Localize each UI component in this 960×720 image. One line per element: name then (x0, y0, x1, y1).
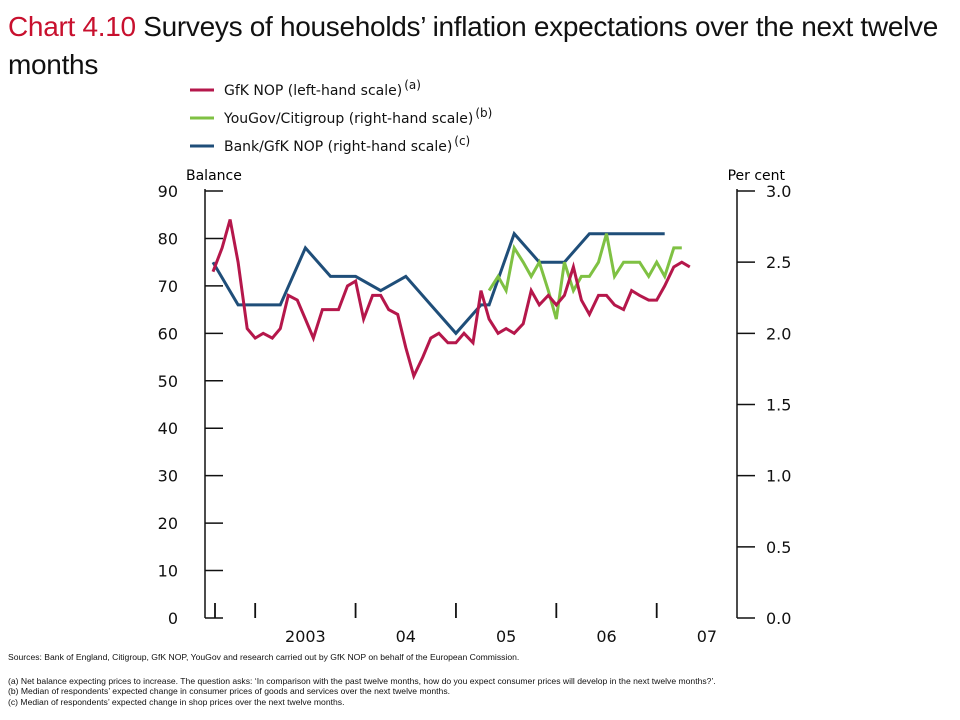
left-tick-label: 60 (158, 324, 178, 343)
line-chart: GfK NOP (left-hand scale) (a) YouGov/Citig… (158, 78, 792, 646)
legend-note: (a) (404, 78, 421, 92)
x-tick-label: 04 (396, 627, 416, 646)
right-tick-label: 2.0 (766, 324, 791, 343)
footnote-a: (a) Net balance expecting prices to incr… (8, 675, 716, 686)
left-tick-label: 20 (158, 514, 178, 533)
x-tick-label: 2003 (285, 627, 326, 646)
x-tick-label: 05 (496, 627, 516, 646)
axes: 0 10 20 30 40 50 60 70 80 90 0.0 0.5 1.0 1.5 2.0 2.5 3.0… (158, 182, 792, 646)
series-line-gfk-nop (211, 219, 691, 381)
sources-text: Sources: Bank of England, Citigroup, GfK… (8, 652, 520, 662)
footnote-c: (c) Median of respondents’ expected chan… (8, 696, 345, 707)
legend-note: (c) (454, 134, 470, 148)
left-axis-label: Balance (186, 168, 242, 184)
right-tick-label: 0.5 (766, 538, 791, 557)
left-tick-label: 10 (158, 562, 178, 581)
left-tick-label: 30 (158, 467, 178, 486)
footnote-b: (b) Median of respondents’ expected chan… (8, 686, 451, 697)
left-tick-label: 70 (158, 277, 178, 296)
series-line-bank-gfk-nop (211, 230, 665, 336)
left-tick-label: 40 (158, 419, 178, 438)
right-tick-label: 3.0 (766, 182, 791, 201)
x-tick-label: 06 (596, 627, 616, 646)
series-line-yougov-citigroup (487, 233, 682, 320)
left-tick-label: 50 (158, 372, 178, 391)
left-tick-label: 80 (158, 229, 178, 248)
right-tick-label: 1.5 (766, 396, 791, 415)
right-axis-label: Per cent (728, 168, 786, 184)
legend-note: (b) (475, 106, 492, 120)
legend-label: YouGov/Citigroup (right-hand scale) (223, 111, 473, 127)
notes: Sources: Bank of England, Citigroup, GfK… (8, 652, 948, 707)
plot-area (211, 219, 691, 381)
right-tick-label: 1.0 (766, 467, 791, 486)
left-tick-label: 90 (158, 182, 178, 201)
legend: GfK NOP (left-hand scale) (a) YouGov/Citig… (190, 78, 492, 155)
chart-number: Chart 4.10 (8, 11, 136, 42)
right-tick-label: 2.5 (766, 253, 791, 272)
right-tick-label: 0.0 (766, 609, 791, 628)
legend-label: Bank/GfK NOP (right-hand scale) (224, 139, 452, 155)
legend-label: GfK NOP (left-hand scale) (224, 83, 402, 99)
x-tick-label: 07 (697, 627, 717, 646)
chart-title-text: Surveys of households’ inflation expecta… (8, 11, 938, 80)
left-tick-label: 0 (168, 609, 178, 628)
chart-title: Chart 4.10 Surveys of households’ inflat… (8, 8, 948, 84)
